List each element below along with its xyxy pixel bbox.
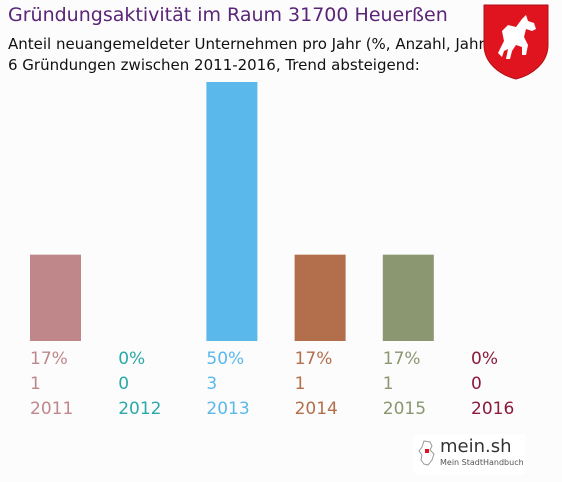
year-label-2015: 2015 [383, 399, 426, 419]
chart-title: Gründungsaktivität im Raum 31700 Heuerße… [8, 4, 448, 26]
bar-2014 [294, 254, 346, 341]
year-label-2011: 2011 [30, 399, 73, 419]
logo-tagline: Mein StadtHandbuch [440, 458, 524, 467]
year-label-2014: 2014 [295, 399, 338, 419]
percent-label-2015: 17% [383, 349, 421, 369]
percent-label-2014: 17% [295, 349, 333, 369]
bar-2015 [382, 254, 434, 341]
count-label-2012: 0 [118, 374, 129, 394]
year-label-2013: 2013 [206, 399, 249, 419]
lower-saxony-horse-crest-icon [483, 4, 549, 80]
chart-subtitle: Anteil neuangemeldeter Unternehmen pro J… [8, 35, 491, 53]
bar-2011 [30, 254, 81, 341]
count-label-2013: 3 [206, 374, 217, 394]
percent-label-2012: 0% [118, 349, 145, 369]
mein-sh-logo: mein.sh Mein StadtHandbuch [414, 434, 526, 474]
bar-2013 [206, 82, 258, 341]
percent-label-2016: 0% [471, 349, 498, 369]
logo-name: mein.sh [440, 436, 512, 457]
count-label-2015: 1 [383, 374, 394, 394]
count-label-2016: 0 [471, 374, 482, 394]
chart-summary: 6 Gründungen zwischen 2011-2016, Trend a… [8, 56, 420, 74]
year-label-2016: 2016 [471, 399, 514, 419]
percent-label-2011: 17% [30, 349, 68, 369]
germany-map-icon [418, 440, 435, 466]
percent-label-2013: 50% [206, 349, 244, 369]
count-label-2014: 1 [295, 374, 306, 394]
year-label-2012: 2012 [118, 399, 161, 419]
count-label-2011: 1 [30, 374, 41, 394]
